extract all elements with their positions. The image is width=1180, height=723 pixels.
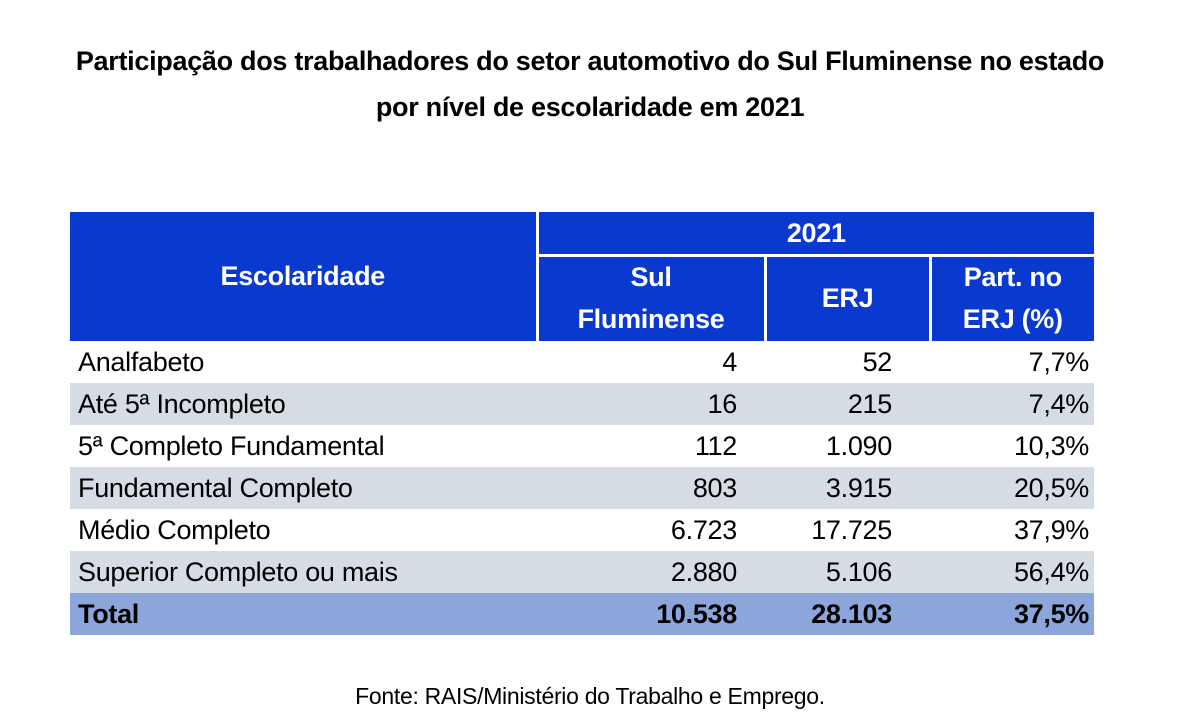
row-label: Total	[70, 593, 537, 636]
table-row: 5ª Completo Fundamental 112 1.090 10,3%	[70, 425, 1094, 468]
cell-sul-fluminense: 6.723	[537, 509, 765, 552]
cell-erj: 215	[765, 383, 930, 426]
page-title: Participação dos trabalhadores do setor …	[75, 46, 1105, 123]
col-header-sul-fluminense: Sul Fluminense	[535, 255, 765, 342]
cell-part-no-erj: 10,3%	[930, 425, 1094, 468]
cell-part-no-erj: 37,9%	[930, 509, 1094, 552]
cell-erj: 1.090	[765, 425, 930, 468]
cell-part-no-erj: 20,5%	[930, 467, 1094, 510]
cell-part-no-erj: 56,4%	[930, 551, 1094, 594]
row-label: 5ª Completo Fundamental	[70, 425, 537, 468]
table-row: Superior Completo ou mais 2.880 5.106 56…	[70, 551, 1094, 594]
header-row-year: Escolaridade 2021	[70, 211, 1094, 342]
col-header-escolaridade: Escolaridade	[70, 211, 537, 342]
cell-erj: 5.106	[765, 551, 930, 594]
source-note: Fonte: RAIS/Ministério do Trabalho e Emp…	[355, 683, 825, 710]
cell-sul-fluminense: 10.538	[537, 593, 765, 636]
cell-erj: 28.103	[765, 593, 930, 636]
row-label: Analfabeto	[70, 341, 537, 384]
cell-part-no-erj: 7,4%	[930, 383, 1094, 426]
cell-sul-fluminense: 4	[537, 341, 765, 384]
table-row: Até 5ª Incompleto 16 215 7,4%	[70, 383, 1094, 426]
cell-sul-fluminense: 16	[537, 383, 765, 426]
cell-erj: 3.915	[765, 467, 930, 510]
escolaridade-table: Escolaridade 2021 Sul Fluminense ERJ Par…	[70, 211, 1094, 636]
row-label: Fundamental Completo	[70, 467, 537, 510]
col-header-year: 2021	[535, 211, 1094, 258]
table-row: Médio Completo 6.723 17.725 37,9%	[70, 509, 1094, 552]
table-row: Fundamental Completo 803 3.915 20,5%	[70, 467, 1094, 510]
table-row-total: Total 10.538 28.103 37,5%	[70, 593, 1094, 636]
cell-erj: 17.725	[765, 509, 930, 552]
cell-sul-fluminense: 112	[537, 425, 765, 468]
table-row: Analfabeto 4 52 7,7%	[70, 341, 1094, 384]
cell-sul-fluminense: 2.880	[537, 551, 765, 594]
cell-part-no-erj: 37,5%	[930, 593, 1094, 636]
row-label: Até 5ª Incompleto	[70, 383, 537, 426]
col-header-part-no-erj: Part. no ERJ (%)	[928, 255, 1094, 342]
cell-erj: 52	[765, 341, 930, 384]
cell-part-no-erj: 7,7%	[930, 341, 1094, 384]
header-row-subcolumns: Sul Fluminense ERJ Part. no ERJ (%)	[70, 255, 1094, 342]
col-header-erj: ERJ	[763, 255, 930, 342]
row-label: Médio Completo	[70, 509, 537, 552]
cell-sul-fluminense: 803	[537, 467, 765, 510]
row-label: Superior Completo ou mais	[70, 551, 537, 594]
